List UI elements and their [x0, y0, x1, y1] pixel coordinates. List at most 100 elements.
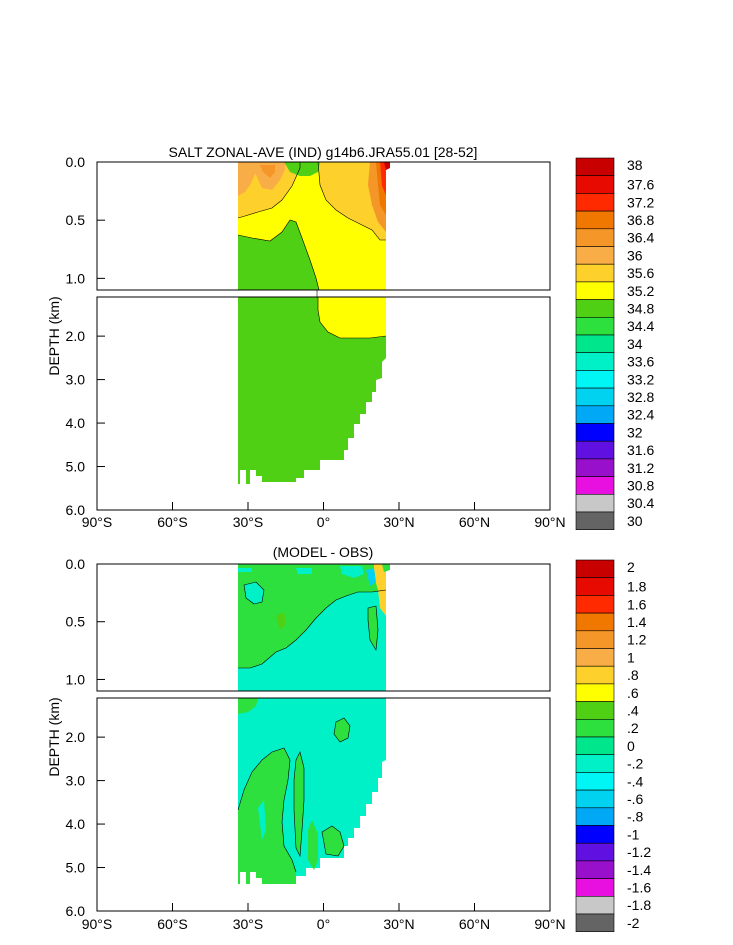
colorbar-swatch: [575, 511, 615, 531]
contour-line: [321, 825, 345, 857]
colorbar-swatch: [575, 316, 615, 336]
contour-line: [237, 162, 301, 219]
contour-region: [238, 162, 256, 196]
contour-region: [244, 582, 264, 604]
y-tick-label: 3.0: [66, 773, 86, 789]
colorbar-swatch: [575, 895, 615, 915]
colorbar-label: 32.8: [627, 389, 654, 405]
contour-line: [317, 161, 386, 241]
chart-title: (MODEL - OBS): [273, 544, 374, 560]
contour-region: [318, 297, 386, 338]
colorbar-swatch: [575, 789, 615, 809]
colorbar-label: 30: [627, 513, 643, 529]
colorbar-swatch: [575, 263, 615, 283]
colorbar-label: -2: [627, 915, 640, 931]
colorbar-swatch: [575, 559, 615, 579]
contour-region: [260, 165, 275, 178]
contour-region: [380, 162, 386, 195]
y-tick-label: 5.0: [66, 459, 86, 475]
colorbar-label: 37.6: [627, 177, 654, 193]
chart-title: SALT ZONAL-AVE (IND) g14b6.JRA55.01 [28-…: [169, 144, 478, 160]
colorbar-label: 31.6: [627, 442, 654, 458]
colorbar-swatch: [575, 878, 615, 897]
colorbar-label: 1.4: [627, 614, 647, 630]
colorbar-swatch: [575, 825, 615, 844]
colorbar-swatch: [575, 913, 615, 933]
colorbar-label: 35.6: [627, 265, 654, 281]
contour-fill-lower: [238, 290, 387, 484]
colorbar-label: .4: [627, 702, 639, 718]
y-tick-label: 3.0: [66, 372, 86, 388]
contour-line: [243, 581, 265, 605]
x-tick-label: 60°S: [157, 514, 188, 530]
colorbar-label: -.2: [627, 756, 644, 772]
contour-line: [237, 747, 297, 873]
colorbar-label: 30.8: [627, 477, 654, 493]
y-tick-label: 0.0: [66, 556, 86, 572]
contour-region: [238, 748, 296, 884]
x-tick-label: 90°N: [534, 514, 565, 530]
x-tick-label: 30°S: [233, 514, 264, 530]
x-tick-label: 0°: [317, 514, 330, 530]
y-ticks: 0.0 0.5 1.0 2.0 3.0 4.0 5.0 6.0: [66, 556, 105, 919]
contour-region: [238, 297, 386, 484]
x-tick-label: 60°N: [459, 514, 490, 530]
colorbar-swatch: [575, 772, 615, 791]
colorbar-swatch: [575, 754, 615, 773]
colorbar-swatch: [575, 842, 615, 862]
y-tick-label: 4.0: [66, 816, 86, 832]
colorbar-swatch: [575, 175, 615, 194]
colorbar-swatch: [575, 370, 615, 389]
colorbar-swatch: [575, 476, 615, 495]
colorbar-label: 33.2: [627, 371, 654, 387]
colorbar-swatch: [575, 807, 615, 826]
contour-region: [238, 568, 252, 572]
colorbar-label: 1.8: [627, 579, 647, 595]
contour-fill-upper: [237, 161, 390, 291]
colorbar-swatch: [575, 210, 615, 230]
x-tick-label: 60°N: [459, 916, 490, 932]
x-tick-label: 30°N: [383, 514, 414, 530]
salt-panel: SALT ZONAL-AVE (IND) g14b6.JRA55.01 [28-…: [46, 144, 654, 531]
colorbar-swatch: [575, 246, 615, 265]
contour-region: [276, 612, 286, 630]
colorbar-label: 1: [627, 649, 635, 665]
colorbar-label: -.4: [627, 773, 644, 789]
y-tick-label: 4.0: [66, 415, 86, 431]
plot-frame-upper: [96, 563, 551, 692]
contour-fill-upper: [238, 564, 390, 691]
colorbar-label: 33.6: [627, 354, 654, 370]
colorbar-label: 31.2: [627, 460, 654, 476]
colorbar-label: -.8: [627, 809, 644, 825]
colorbar-swatch: [575, 352, 615, 371]
colorbar-swatch: [575, 193, 615, 212]
colorbar-label: -1.4: [627, 862, 651, 878]
colorbar-label: -1: [627, 826, 640, 842]
y-tick-label: 0.5: [66, 212, 86, 228]
colorbar-label: 34: [627, 336, 643, 352]
colorbar-swatch: [575, 860, 615, 879]
colorbar-label: .2: [627, 720, 639, 736]
y-axis-label: DEPTH (km): [46, 697, 62, 776]
contour-region: [384, 162, 390, 170]
contour-region: [368, 606, 378, 650]
colorbar-label: -1.2: [627, 844, 651, 860]
colorbar-swatch: [575, 228, 615, 247]
x-tick-label: 90°S: [82, 916, 113, 932]
contour-line: [238, 589, 387, 669]
contour-line: [333, 717, 351, 743]
colorbar-swatch: [575, 405, 615, 424]
x-tick-label: 30°S: [233, 916, 264, 932]
colorbar-swatch: [575, 157, 615, 177]
colorbar-label: 37.2: [627, 194, 654, 210]
colorbar-swatch: [575, 458, 615, 477]
colorbar-label: -1.6: [627, 879, 651, 895]
colorbar-label: 32.4: [627, 407, 654, 423]
colorbar-swatch: [575, 595, 615, 614]
colorbar-swatch: [575, 736, 615, 756]
colorbar-swatch: [575, 493, 615, 513]
contour-region: [294, 752, 304, 856]
x-tick-label: 0°: [317, 916, 330, 932]
contour-region: [238, 220, 319, 290]
